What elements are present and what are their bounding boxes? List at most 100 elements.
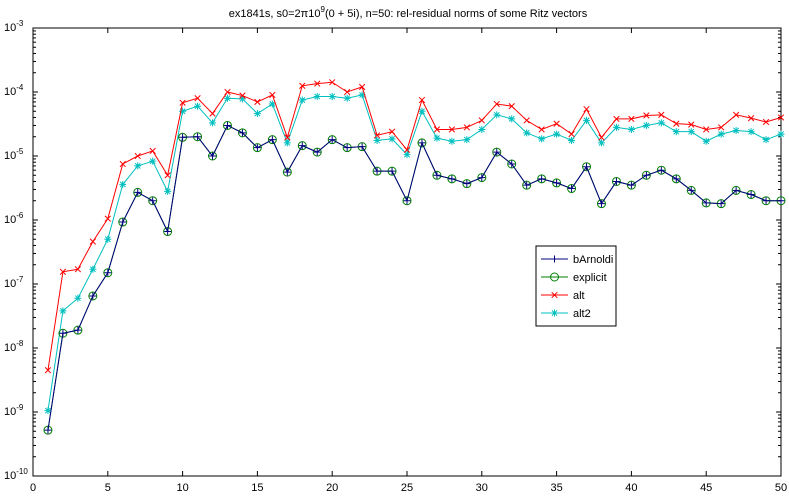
data-point-explicit	[312, 147, 322, 157]
data-point-alt	[732, 111, 740, 118]
data-point-barnoldi	[523, 181, 531, 189]
data-point-barnoldi	[298, 142, 306, 150]
plot-area	[32, 27, 782, 477]
data-point-barnoldi	[358, 143, 366, 151]
y-tick-label: 10-6	[4, 211, 24, 226]
data-point-alt	[628, 115, 635, 123]
data-point-barnoldi	[268, 136, 276, 144]
data-point-barnoldi	[253, 144, 261, 152]
data-point-alt	[329, 79, 336, 86]
series-barnoldi	[44, 121, 785, 434]
data-point-alt	[164, 172, 171, 179]
data-point-explicit	[148, 196, 158, 206]
data-point-explicit	[402, 196, 412, 206]
data-point-alt2	[448, 137, 456, 145]
data-point-alt2	[433, 134, 441, 142]
data-point-explicit	[596, 199, 606, 209]
data-point-alt2	[119, 180, 127, 188]
data-point-alt	[673, 120, 680, 127]
legend-label-alt: alt	[573, 290, 585, 302]
data-point-alt2	[747, 128, 755, 136]
data-point-alt2	[538, 135, 546, 143]
data-point-explicit	[118, 217, 128, 227]
data-point-barnoldi	[642, 171, 650, 179]
data-point-alt2	[388, 135, 396, 143]
data-point-alt2	[164, 187, 172, 195]
legend-marker-alt	[551, 291, 558, 299]
data-point-barnoldi	[448, 175, 456, 183]
legend-marker-explicit	[550, 272, 559, 282]
x-tick-label: 10	[176, 482, 188, 494]
data-point-alt2	[568, 136, 576, 144]
series-line-alt	[47, 81, 782, 371]
data-point-alt2	[762, 136, 770, 144]
data-point-explicit	[133, 187, 143, 197]
data-point-barnoldi	[74, 326, 82, 334]
data-point-barnoldi	[418, 139, 426, 147]
x-tick-label: 30	[476, 482, 488, 494]
data-point-barnoldi	[717, 200, 725, 208]
data-point-barnoldi	[627, 181, 635, 189]
data-point-barnoldi	[403, 197, 411, 205]
data-point-explicit	[746, 190, 756, 200]
data-point-barnoldi	[44, 426, 52, 434]
data-point-alt2	[358, 91, 366, 99]
data-point-alt	[433, 126, 441, 133]
data-point-explicit	[327, 135, 337, 145]
series-line-barnoldi	[47, 124, 781, 431]
data-point-explicit	[492, 147, 502, 157]
data-point-explicit	[507, 159, 517, 169]
series-alt	[44, 79, 785, 374]
data-point-barnoldi	[493, 148, 501, 156]
data-point-alt	[478, 117, 485, 124]
legend-label-alt2: alt2	[573, 308, 591, 320]
data-point-explicit	[237, 128, 247, 138]
data-point-alt2	[209, 119, 217, 127]
data-point-alt	[209, 110, 216, 117]
data-point-alt	[224, 88, 231, 96]
data-point-explicit	[282, 167, 292, 177]
data-point-alt2	[104, 235, 112, 243]
y-tick-label: 10-4	[4, 83, 24, 98]
data-point-barnoldi	[313, 148, 321, 156]
data-point-alt2	[583, 116, 591, 124]
data-point-barnoldi	[732, 186, 740, 194]
data-point-alt2	[642, 121, 650, 129]
data-point-alt2	[223, 94, 231, 102]
data-point-alt	[254, 98, 261, 106]
data-point-explicit	[731, 185, 741, 195]
legend-marker-alt2	[551, 309, 558, 317]
plot-axes	[32, 27, 782, 477]
data-point-barnoldi	[343, 144, 351, 152]
data-point-explicit	[567, 184, 577, 194]
data-point-alt2	[553, 130, 561, 138]
data-point-alt2	[612, 123, 620, 131]
data-point-alt2	[508, 115, 516, 123]
data-point-alt2	[238, 95, 246, 103]
data-point-alt2	[732, 127, 740, 135]
data-point-alt2	[463, 136, 471, 144]
data-point-explicit	[222, 120, 232, 130]
data-point-barnoldi	[538, 175, 546, 183]
data-point-alt2	[777, 130, 785, 138]
data-point-barnoldi	[209, 152, 217, 160]
data-point-barnoldi	[59, 329, 67, 337]
data-point-alt	[688, 121, 695, 128]
x-tick-label: 0	[30, 482, 36, 494]
data-point-barnoldi	[597, 200, 605, 208]
data-point-barnoldi	[568, 185, 576, 193]
data-point-alt2	[74, 294, 82, 302]
y-tick-label: 10-8	[4, 339, 24, 354]
series-layer	[43, 79, 786, 435]
data-point-alt2	[373, 136, 381, 144]
data-point-barnoldi	[149, 197, 157, 205]
data-point-barnoldi	[433, 171, 441, 179]
data-point-alt	[358, 83, 366, 91]
data-point-barnoldi	[164, 228, 172, 236]
data-point-alt	[762, 118, 770, 126]
data-point-alt2	[657, 119, 665, 127]
data-point-alt2	[313, 93, 321, 101]
data-point-barnoldi	[223, 121, 231, 129]
x-tick-label: 35	[550, 482, 562, 494]
data-point-alt2	[523, 129, 531, 137]
